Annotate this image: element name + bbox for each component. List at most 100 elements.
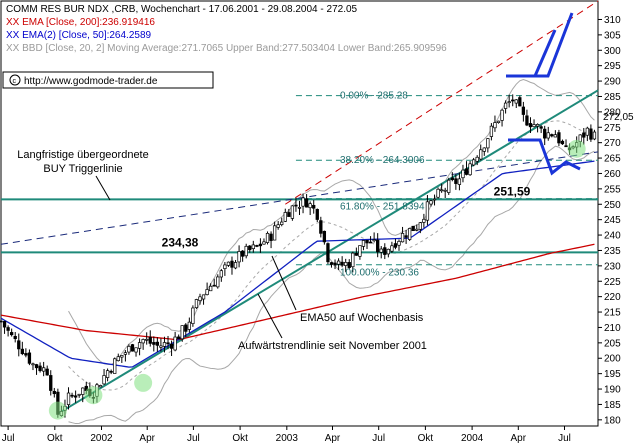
candle-body	[393, 243, 398, 248]
x-tick-label: Okt	[47, 433, 63, 444]
chart-annotation: 38.20% - 264.3006	[340, 155, 425, 166]
candle-body	[27, 352, 32, 364]
candle-body	[379, 248, 383, 253]
candle-body	[49, 375, 53, 391]
candle-body	[539, 126, 543, 129]
candle-body	[383, 247, 387, 255]
y-tick-label: 290	[604, 77, 621, 88]
candle-body	[223, 264, 227, 269]
candle-body	[113, 358, 117, 374]
candle-body	[6, 327, 10, 331]
candle-body	[496, 120, 501, 123]
chart-annotation: 100.00% - 230.36	[340, 268, 419, 279]
y-tick-label: 255	[604, 184, 621, 195]
y-tick-label: 215	[604, 308, 621, 319]
candle-body	[475, 156, 479, 162]
candle-body	[486, 138, 490, 149]
bollinger-lower	[68, 145, 595, 425]
candle-body	[258, 243, 263, 247]
candle-body	[194, 299, 199, 309]
x-tick-label: Jul	[2, 433, 15, 444]
bollinger-bands	[68, 79, 595, 425]
candle-body	[155, 341, 160, 346]
bollinger-upper	[68, 79, 595, 366]
candle-body	[191, 307, 195, 324]
candle-body	[408, 228, 412, 240]
chart-annotation: Langfristige übergeordnete	[17, 149, 148, 161]
candle-body	[137, 342, 142, 349]
candle-body	[123, 352, 128, 355]
candle-body	[81, 387, 85, 395]
y-tick-label: 270	[604, 138, 621, 149]
candle-body	[400, 233, 405, 243]
legend: COMM RES BUR NDX ,CRB, Wochenchart - 17.…	[6, 4, 447, 54]
candle-body	[443, 189, 447, 192]
y-tick-label: 295	[604, 61, 621, 72]
source-link[interactable]: http://www.godmode-trader.de	[24, 76, 158, 87]
candle-body	[439, 189, 444, 192]
chart-labels: 234,38 251,59 0.00% - 285.28 38.20% - 264.3…	[17, 91, 530, 352]
candle-body	[304, 198, 309, 208]
candle-body	[248, 245, 252, 251]
candle-body	[38, 365, 42, 372]
candle-body	[553, 134, 558, 138]
x-tick-label: Apr	[325, 433, 341, 444]
ema50-line	[0, 160, 595, 368]
candle-body	[52, 390, 56, 395]
candle-body	[329, 262, 334, 265]
candle-body	[233, 262, 238, 269]
candle-body	[461, 169, 465, 179]
chart-annotation: Aufwärtstrendlinie seit November 2001	[238, 340, 427, 352]
candle-body	[397, 240, 401, 246]
trendline-touch-marker	[84, 386, 103, 405]
legend-ema200: XX EMA [Close, 200]:236.919416	[6, 17, 155, 28]
y-tick-label: 230	[604, 261, 621, 272]
candle-body	[351, 252, 355, 268]
x-tick-label: Jul	[187, 433, 200, 444]
x-tick-label: Jul	[558, 433, 571, 444]
candle-body	[411, 225, 415, 232]
candle-body	[468, 163, 472, 176]
chart-annotation: 251,59	[494, 184, 531, 198]
candle-body	[13, 335, 17, 340]
candle-body	[226, 261, 231, 266]
x-tick-label: 2002	[90, 433, 113, 444]
candle-body	[415, 228, 419, 231]
candle-body	[130, 344, 135, 352]
candle-body	[560, 140, 565, 145]
candle-body	[500, 109, 504, 121]
candle-body	[272, 225, 277, 241]
x-tick-label: 2003	[276, 433, 299, 444]
candle-body	[404, 235, 408, 238]
candle-body	[454, 178, 458, 184]
candle-body	[216, 276, 220, 288]
candle-body	[2, 321, 7, 328]
candle-body	[283, 212, 287, 222]
candle-body	[312, 204, 316, 209]
candle-body	[361, 240, 366, 247]
candle-body	[511, 99, 515, 102]
x-tick-label: Apr	[511, 433, 527, 444]
candle-body	[589, 128, 593, 140]
candle-body	[457, 178, 462, 185]
plot-area	[0, 0, 599, 427]
touch-markers	[48, 139, 586, 420]
candle-body	[471, 159, 476, 166]
candle-body	[20, 348, 24, 355]
candle-body	[429, 200, 433, 205]
candle-body	[251, 244, 255, 249]
legend-ema50: XX EMA(2) [Close, 50]:264.2589	[6, 30, 152, 41]
candle-body	[10, 332, 14, 336]
candle-body	[418, 222, 422, 230]
candle-body	[535, 124, 540, 127]
candle-body	[432, 198, 437, 201]
y-tick-label: 240	[604, 231, 621, 242]
y-tick-label: 180	[604, 415, 621, 426]
candle-body	[209, 285, 213, 292]
chart-annotation: 61.80% - 251.8394	[340, 202, 425, 213]
candle-body	[347, 262, 351, 268]
candle-body	[240, 250, 245, 257]
candle-body	[308, 203, 312, 209]
bollinger-middle	[68, 120, 595, 391]
candle-body	[422, 218, 426, 223]
